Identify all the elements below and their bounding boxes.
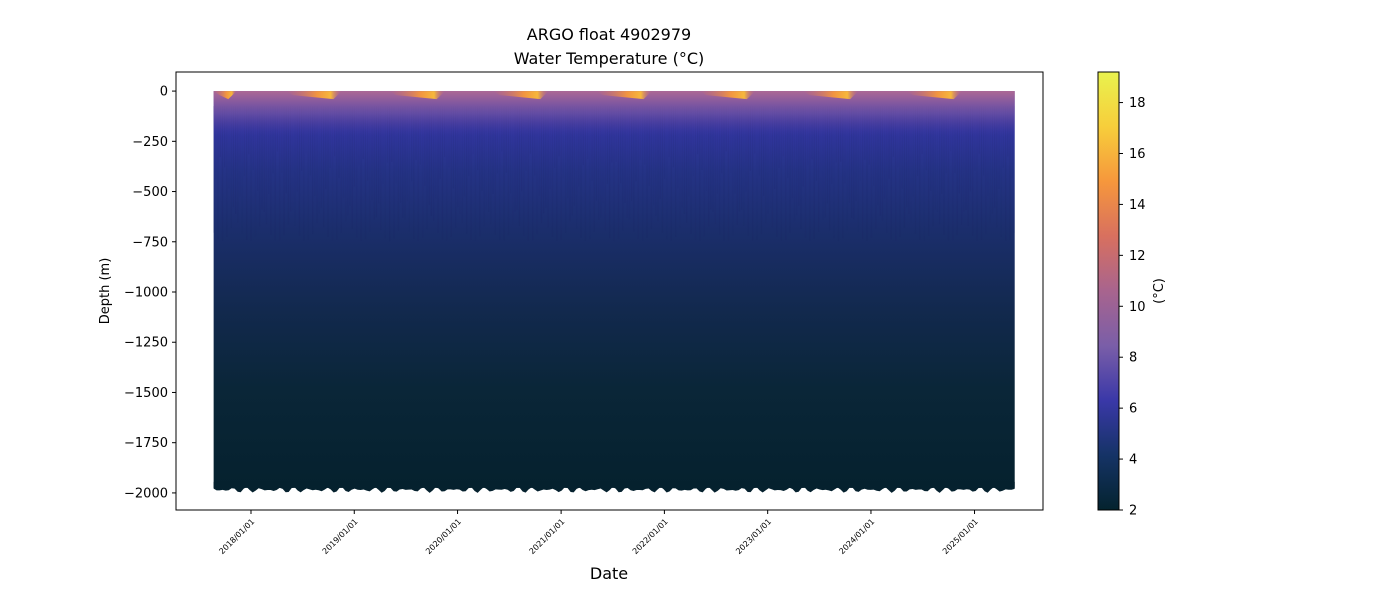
y-tick-label: −2000: [124, 486, 168, 501]
x-tick-label: 2024/01/01: [837, 517, 876, 556]
colorbar-tick-label: 2: [1129, 504, 1137, 519]
y-tick-label: −500: [132, 185, 168, 200]
surface-warm-band: [213, 91, 1015, 137]
x-axis-label: Date: [590, 564, 628, 583]
x-tick-label: 2019/01/01: [321, 517, 360, 556]
colorbar-tick-label: 6: [1129, 402, 1137, 417]
colorbar-tick-label: 4: [1129, 453, 1137, 468]
colorbar-tick-label: 12: [1129, 249, 1146, 264]
x-tick-label: 2020/01/01: [424, 517, 463, 556]
summer-surface-peak: [596, 91, 652, 100]
plot-data-layer: [213, 91, 1016, 493]
chart-title-line1: ARGO float 4902979: [527, 25, 691, 44]
x-tick-label: 2023/01/01: [734, 517, 773, 556]
chart-title-line2: Water Temperature (°C): [514, 49, 704, 68]
x-axis-ticks: 2018/01/01 2019/01/01 2020/01/01 2021/01/01…: [217, 510, 980, 556]
x-tick-label: 2021/01/01: [528, 517, 567, 556]
y-tick-label: −750: [132, 235, 168, 250]
y-axis-ticks: 0 −250 −500 −750 −1000 −1250 −1500 −1750 −2000: [124, 85, 176, 501]
profile-bottom-edge: [213, 481, 1015, 493]
colorbar-tick-label: 16: [1129, 147, 1146, 162]
summer-surface-peak: [493, 91, 549, 100]
y-tick-label: −250: [132, 135, 168, 150]
summer-surface-peak: [390, 91, 446, 100]
colorbar-tick-label: 18: [1129, 96, 1146, 111]
y-tick-label: −1250: [124, 336, 168, 351]
y-tick-label: −1500: [124, 386, 168, 401]
colorbar-label: (°C): [1152, 278, 1167, 304]
temperature-field: [213, 91, 1015, 488]
plot-frame: [175, 71, 1044, 511]
colorbar-ticks: 2 4 6 8 10 12 14 16 18: [1119, 96, 1146, 519]
summer-surface-peak: [700, 91, 756, 100]
summer-surface-peak: [286, 91, 342, 100]
y-tick-label: 0: [160, 85, 168, 100]
colorbar-tick-label: 8: [1129, 351, 1137, 366]
y-tick-label: −1750: [124, 436, 168, 451]
colorbar-tick-label: 10: [1129, 300, 1146, 315]
y-tick-label: −1000: [124, 286, 168, 301]
summer-surface-peak: [907, 91, 963, 100]
summer-surface-peak: [213, 91, 237, 100]
x-tick-label: 2022/01/01: [631, 517, 670, 556]
x-tick-label: 2025/01/01: [941, 517, 980, 556]
summer-surface-peak: [803, 91, 859, 100]
y-axis-label: Depth (m): [98, 258, 113, 325]
colorbar: [1097, 71, 1120, 511]
x-tick-label: 2018/01/01: [217, 517, 256, 556]
colorbar-tick-label: 14: [1129, 198, 1146, 213]
